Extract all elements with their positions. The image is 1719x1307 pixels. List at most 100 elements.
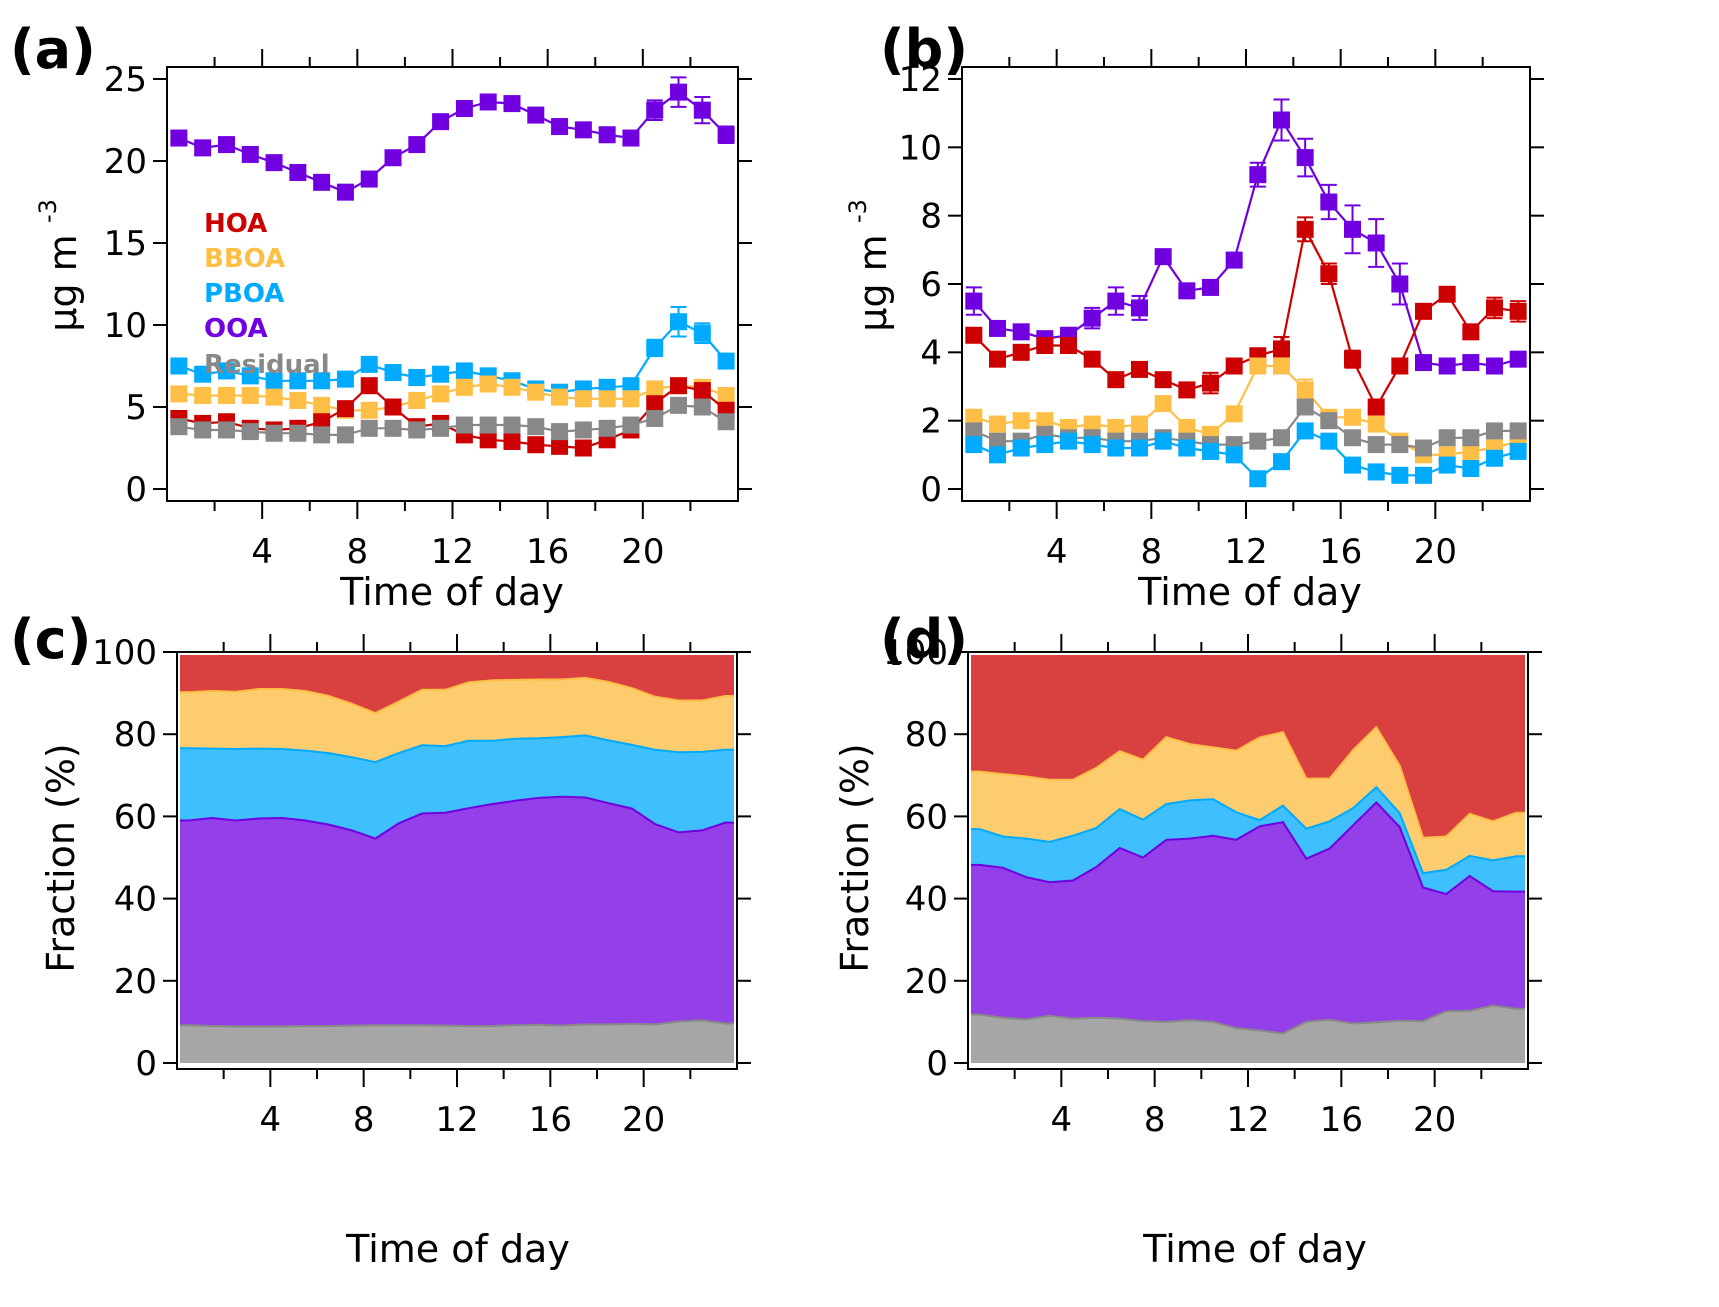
marker-residual [551,423,569,441]
marker-pboa [1202,442,1219,460]
marker-hoa [1438,285,1456,303]
area-edge-bboa [180,676,734,715]
panel-b-ylabel-text: μg m [851,234,895,331]
marker-bboa [1296,381,1314,399]
marker-pboa [1060,432,1077,450]
x-tick-label: 4 [1046,532,1068,572]
marker-ooa [360,170,378,188]
marker-ooa [551,118,569,136]
area-edge-residual [180,1019,734,1028]
inner-frame [968,652,1528,1069]
y-tick-label: 40 [905,880,948,920]
marker-residual [217,421,235,439]
y-tick-label: 25 [104,60,147,100]
y-tick-label: 2 [920,402,942,442]
x-tick-label: 12 [1226,1100,1269,1140]
marker-hoa [1344,350,1361,368]
marker-residual [1486,422,1503,440]
marker-residual [1415,439,1432,457]
marker-hoa [1225,357,1243,375]
marker-residual [432,419,450,437]
x-tick-label: 16 [529,1100,572,1140]
marker-hoa [1036,337,1054,354]
legend-pboa: PBOA [204,279,284,309]
marker-residual [336,426,354,444]
marker-pboa [1367,463,1385,481]
marker-pboa [265,372,283,390]
marker-bboa [574,390,592,408]
area-edge-pboa [971,785,1525,875]
marker-ooa [217,136,235,154]
marker-bboa [432,385,450,403]
marker-pboa [1415,466,1432,484]
marker-residual [693,398,711,416]
marker-residual [1249,432,1267,450]
marker-ooa [384,149,402,167]
marker-residual [408,421,426,439]
marker-residual [598,419,616,437]
marker-bboa [1462,442,1480,460]
x-tick-label: 4 [260,1100,282,1140]
marker-hoa [646,395,664,413]
marker-ooa [1273,111,1290,129]
legend: HOA BBOA PBOA OOA Residual [204,209,330,380]
series-line-residual [973,405,1519,450]
marker-pboa [1296,422,1314,440]
y-tick-label: 10 [899,128,942,168]
panel-a-xlabel: Time of day [339,570,564,614]
marker-hoa [1415,302,1432,320]
marker-residual [479,416,497,434]
marker-residual [1320,412,1338,430]
marker-pboa [693,324,711,342]
marker-bboa [965,408,983,426]
x-tick-label: 20 [1413,1100,1456,1140]
marker-residual [574,421,592,439]
panel-b: (b) 0 2 4 6 8 10 12 4 8 12 16 20 Time of day μg m -… [844,18,1544,614]
inner-frame [177,652,737,1069]
marker-ooa [527,106,545,124]
marker-pboa [455,362,473,380]
x-tick-label: 16 [1319,532,1362,572]
marker-hoa [1012,343,1030,361]
marker-bboa [622,390,640,408]
x-tick-label: 8 [1141,532,1163,572]
panel-c: (c) 0 20 40 60 80 100 4 8 12 16 20 Time of day Fra… [10,608,751,1271]
panel-a-ylabel: μg m -3 [34,199,85,332]
x-tick-label: 20 [621,532,664,572]
marker-pboa [670,313,688,331]
x-tick-label: 20 [622,1100,665,1140]
marker-residual [503,416,521,434]
legend-hoa: HOA [204,209,267,239]
marker-ooa [1391,275,1409,293]
marker-residual [965,422,983,440]
marker-pboa [646,339,664,357]
marker-hoa [479,431,497,449]
area-ooa [971,802,1525,1034]
panel-a-plot-area: 0 5 10 15 20 25 4 8 12 16 20 [104,49,752,572]
marker-ooa [670,83,688,101]
marker-hoa [1296,220,1314,238]
marker-ooa [1367,234,1385,252]
area-edge-ooa [971,800,1525,896]
marker-residual [1273,429,1290,447]
y-tick-label: 80 [905,715,948,755]
marker-bboa [989,415,1006,433]
marker-hoa [1107,371,1125,389]
marker-bboa [551,388,569,406]
marker-pboa [1462,460,1480,477]
y-tick-label: 12 [899,60,942,100]
legend-bboa: BBOA [204,244,285,274]
y-tick-label: 20 [114,962,157,1002]
marker-hoa [1391,357,1409,375]
area-edge-ooa [180,795,734,840]
x-tick-label: 4 [251,532,273,572]
marker-ooa [1344,220,1361,238]
marker-hoa [1178,381,1196,399]
area-pboa [971,787,1525,895]
y-tick-label: 4 [920,333,942,373]
x-tick-label: 16 [1320,1100,1363,1140]
marker-bboa [360,401,378,419]
marker-bboa [1367,415,1385,433]
panel-b-xlabel: Time of day [1137,570,1362,614]
